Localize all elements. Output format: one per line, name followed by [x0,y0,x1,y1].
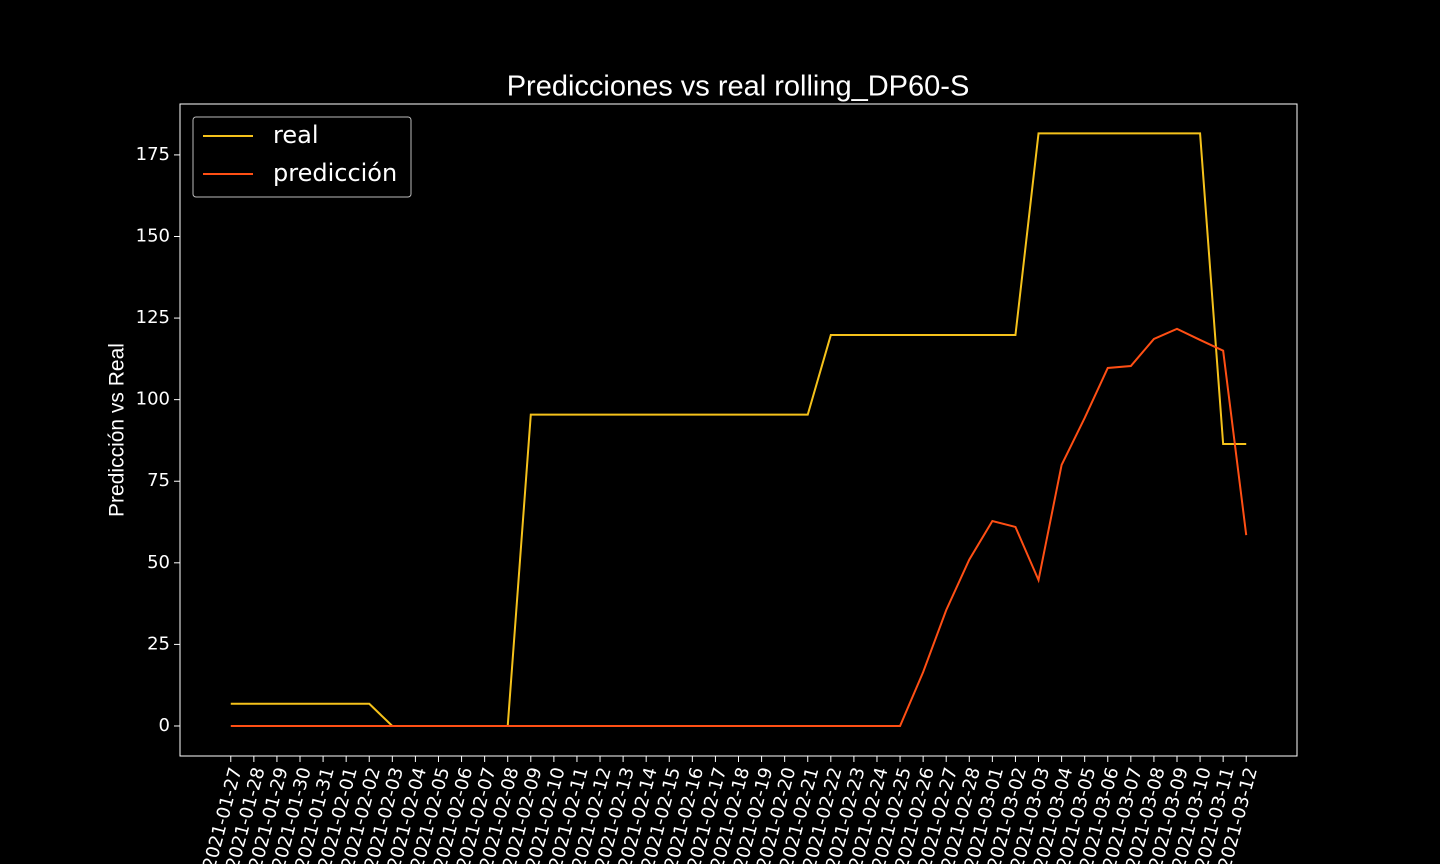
y-tick-label: 0 [159,715,170,736]
y-tick-label: 25 [147,633,170,654]
y-tick-label: 150 [136,225,170,246]
y-tick-label: 125 [136,307,170,328]
legend-label: real [273,121,318,149]
chart-title: Predicciones vs real rolling_DP60-S [507,71,970,103]
legend-label: predicción [273,159,397,187]
legend: real predicción [192,116,412,198]
y-tick-label: 100 [136,389,170,410]
y-tick-label: 175 [136,144,170,165]
y-tick-label: 50 [147,552,170,573]
series-line [230,132,1247,727]
plot-frame [179,103,1298,757]
series-line [230,327,1248,727]
y-tick-label: 75 [147,470,170,491]
y-axis-label: Predicción vs Real [106,343,129,517]
